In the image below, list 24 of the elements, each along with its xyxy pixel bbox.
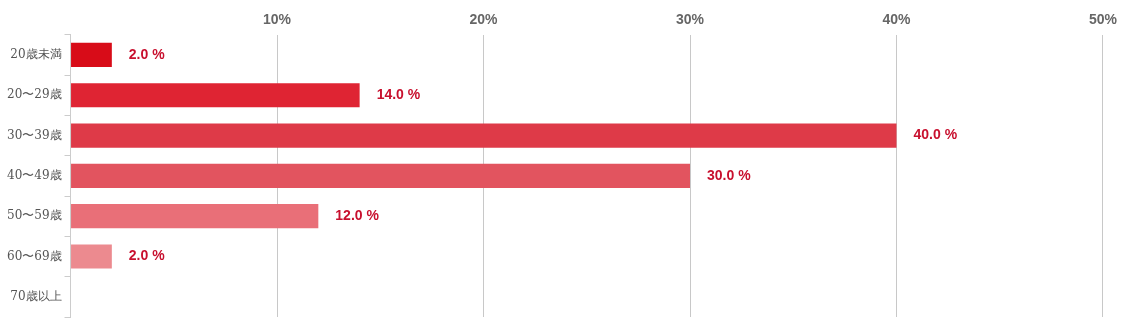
data-label: 2.0 %: [128, 45, 166, 62]
bar: [71, 123, 897, 148]
text: 40%: [882, 11, 911, 28]
data-label: 12.0 %: [335, 207, 380, 224]
y-tick-label: 40〜49歳: [6, 168, 62, 183]
bar: [71, 83, 360, 108]
text: 30%: [675, 11, 705, 28]
bar: [71, 42, 112, 68]
data-label: 14.0 %: [376, 86, 421, 103]
data-label: 30.0 %: [707, 166, 752, 183]
data-label: 40.0 %: [913, 126, 958, 143]
data-label: 2.0 %: [128, 247, 166, 264]
text: 20%: [469, 11, 498, 28]
text: 10%: [263, 11, 292, 28]
bar: [71, 163, 691, 188]
y-tick-label: 60〜69歳: [6, 248, 62, 263]
y-tick-label: 20〜29歳: [6, 87, 62, 102]
y-tick-label: 70歳以上: [10, 288, 62, 303]
y-tick-label: 20歳未満: [10, 47, 62, 62]
y-tick-label: 50〜59歳: [6, 208, 62, 223]
y-tick-label: 30〜39歳: [6, 127, 62, 142]
bar: [71, 204, 319, 229]
text: 50%: [1088, 11, 1118, 28]
bar: [71, 244, 112, 269]
